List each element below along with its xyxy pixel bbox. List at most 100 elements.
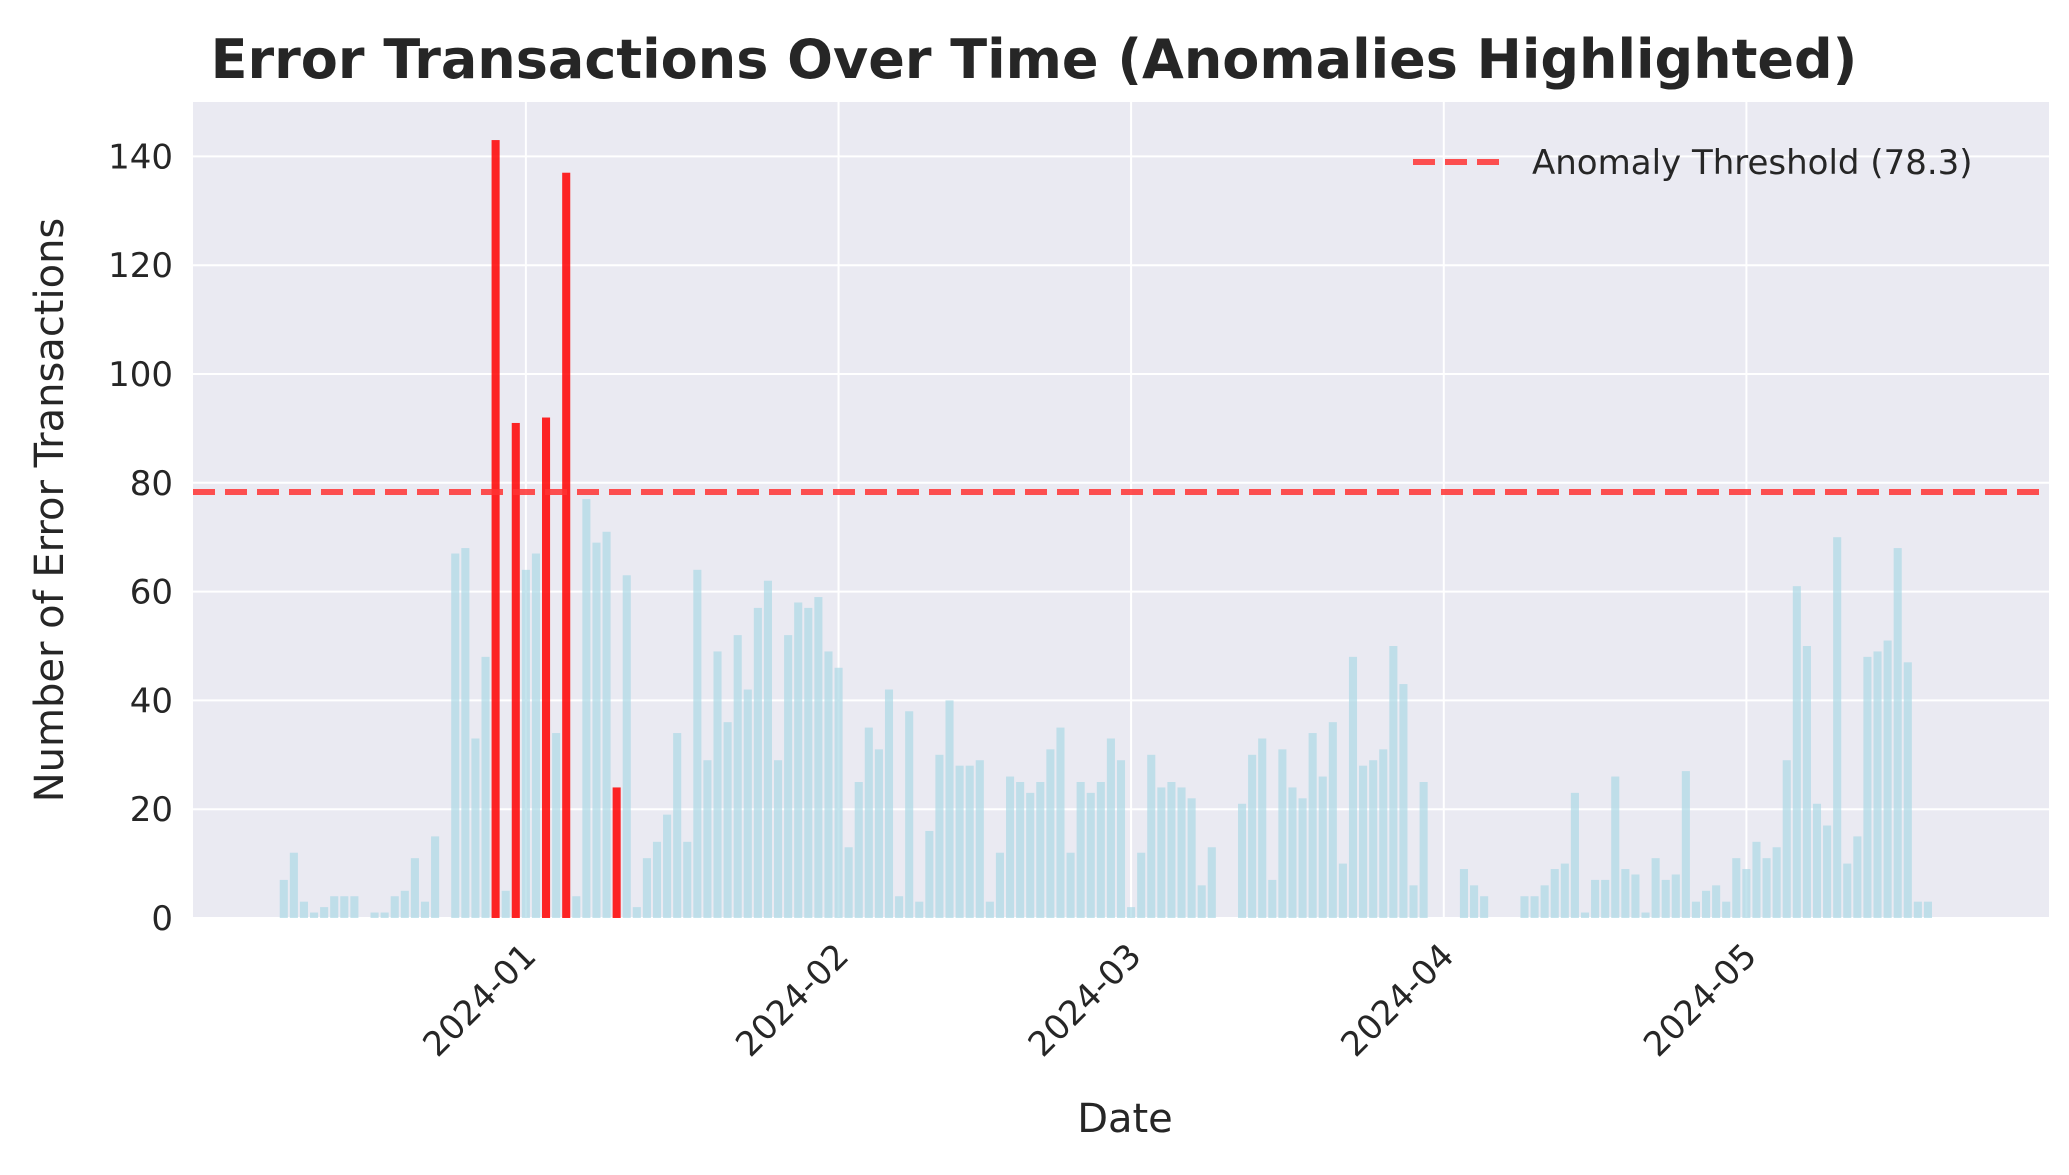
- bar: [1369, 760, 1378, 918]
- bar: [1873, 651, 1882, 918]
- anomaly-bar: [612, 787, 621, 918]
- bar: [400, 890, 409, 918]
- bar: [1288, 787, 1297, 918]
- x-axis-label: Date: [1077, 1096, 1173, 1142]
- bar: [1167, 782, 1176, 918]
- bar: [1863, 656, 1872, 918]
- bar: [1298, 798, 1307, 918]
- bar: [1046, 749, 1055, 918]
- bar: [1570, 792, 1579, 918]
- bar: [1409, 885, 1418, 918]
- bar: [1651, 858, 1660, 918]
- bar: [663, 814, 672, 918]
- y-tick-label: 100: [108, 355, 173, 395]
- bar: [1843, 863, 1852, 918]
- bar: [965, 765, 974, 918]
- bar: [320, 907, 329, 918]
- bar: [854, 782, 863, 918]
- bar: [1903, 662, 1912, 918]
- bar: [582, 499, 591, 918]
- bar: [1419, 782, 1428, 918]
- bar: [1611, 776, 1620, 918]
- bar: [1338, 863, 1347, 918]
- bar: [1641, 912, 1650, 918]
- bar: [471, 738, 480, 918]
- bar: [602, 531, 611, 918]
- bar: [1853, 836, 1862, 918]
- bar: [1379, 749, 1388, 918]
- bar: [905, 711, 914, 918]
- bar: [743, 689, 752, 918]
- bar: [1470, 885, 1479, 918]
- y-tick-label: 0: [151, 899, 173, 939]
- bar: [279, 879, 288, 918]
- bar: [1782, 760, 1791, 918]
- bar: [1752, 841, 1761, 918]
- bar: [1742, 869, 1751, 918]
- bar: [794, 602, 803, 918]
- bar: [1147, 754, 1156, 918]
- bar: [390, 896, 399, 918]
- bar: [652, 841, 662, 918]
- anomaly-bar: [511, 422, 520, 918]
- bar: [1238, 803, 1247, 918]
- grid: [193, 102, 2049, 919]
- bar: [1722, 901, 1731, 918]
- y-tick-label: 80: [130, 464, 173, 504]
- bar: [1389, 646, 1398, 918]
- bar: [289, 852, 298, 918]
- bar: [1127, 907, 1136, 918]
- bar: [461, 548, 470, 918]
- bar: [1681, 771, 1690, 918]
- bar: [1560, 863, 1569, 918]
- bar: [1883, 640, 1892, 918]
- chart-title: Error Transactions Over Time (Anomalies …: [211, 28, 1858, 91]
- bar: [521, 569, 530, 918]
- y-tick-label: 120: [108, 246, 173, 286]
- bar: [420, 901, 430, 918]
- bar: [1187, 798, 1196, 918]
- legend: Anomaly Threshold (78.3): [1413, 143, 1973, 183]
- bar: [1621, 869, 1630, 918]
- bar: [1762, 858, 1771, 918]
- bar: [1671, 874, 1680, 918]
- bar: [1076, 782, 1085, 918]
- bar: [1177, 787, 1186, 918]
- bar: [884, 689, 894, 918]
- bar: [1702, 890, 1711, 918]
- bar: [1278, 749, 1287, 918]
- bar: [1318, 776, 1327, 918]
- bar: [1308, 733, 1317, 918]
- bar: [1601, 879, 1610, 918]
- bar: [410, 858, 419, 918]
- bar: [874, 749, 883, 918]
- bar: [1006, 776, 1015, 918]
- bar: [622, 575, 631, 918]
- bar: [299, 901, 308, 918]
- bar: [431, 836, 440, 918]
- bar: [1137, 852, 1146, 918]
- bar: [1802, 646, 1811, 918]
- bar: [1540, 885, 1549, 918]
- bar: [1833, 537, 1842, 918]
- bar: [1096, 782, 1105, 918]
- bar: [1016, 782, 1025, 918]
- anomaly-bar: [542, 417, 551, 918]
- bar: [1026, 792, 1035, 918]
- bar: [592, 542, 601, 918]
- bar: [1792, 586, 1801, 918]
- bar: [481, 656, 490, 918]
- bar: [1116, 760, 1126, 918]
- bar: [310, 912, 319, 918]
- bars: [279, 140, 1932, 919]
- legend-threshold-label: Anomaly Threshold (78.3): [1532, 143, 1973, 183]
- bar: [1399, 684, 1408, 918]
- bar: [844, 847, 853, 918]
- bar: [642, 858, 651, 918]
- bar: [531, 553, 540, 918]
- bar: [784, 635, 793, 918]
- y-axis-label: Number of Error Transactions: [27, 218, 73, 803]
- bar: [1197, 885, 1206, 918]
